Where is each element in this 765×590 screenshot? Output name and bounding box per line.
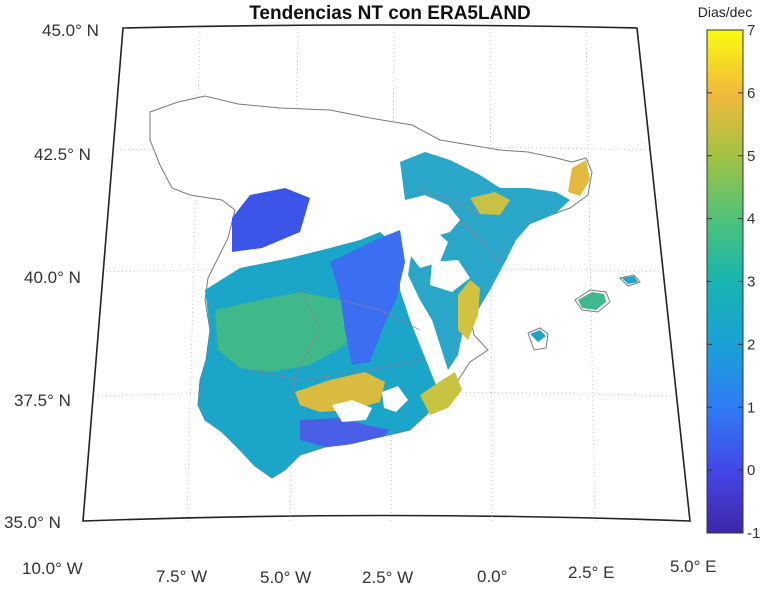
- colorbar-tick-label: 5: [747, 148, 755, 165]
- lat-label-35: 35.0° N: [4, 513, 61, 532]
- lon-label-7-5w: 7.5° W: [156, 567, 207, 586]
- gap-granada: [332, 400, 372, 422]
- lon-label-5w: 5.0° W: [260, 568, 311, 587]
- regional-borders: [249, 189, 501, 401]
- lon-label-0: 0.0°: [477, 567, 507, 586]
- map-title: Tendencias NT con ERA5LAND: [249, 3, 531, 24]
- latitude-labels: 45.0° N 42.5° N 40.0° N 37.5° N 35.0° N: [4, 21, 99, 532]
- lon-label-5e: 5.0° E: [670, 557, 717, 576]
- longitude-labels: 10.0° W 7.5° W 5.0° W 2.5° W 0.0° 2.5° E…: [22, 557, 717, 587]
- colorbar-label: Dias/dec: [698, 4, 752, 20]
- lon-label-10w: 10.0° W: [22, 559, 83, 578]
- field-valencia-coast: [458, 280, 480, 340]
- lat-label-40: 40.0° N: [24, 268, 81, 287]
- gap-iberico: [430, 260, 470, 292]
- field-southeast-warm: [420, 372, 462, 415]
- field-west-green: [215, 292, 360, 372]
- field-ibiza: [530, 330, 546, 342]
- colorbar-gradient: [706, 29, 744, 534]
- colorbar: Dias/dec 7 6 5 4 3 2 1 0 -1: [698, 4, 761, 542]
- lon-label-2-5e: 2.5° E: [568, 563, 615, 582]
- field-menorca: [622, 276, 638, 284]
- field-ebro: [400, 152, 570, 370]
- colorbar-tick-label: 4: [747, 211, 755, 228]
- lat-label-37-5: 37.5° N: [14, 391, 71, 410]
- field-south-blue: [300, 418, 390, 447]
- field-ebro-warm: [470, 192, 510, 215]
- field-central-blue: [330, 230, 405, 365]
- field-catalonia: [568, 160, 590, 196]
- lon-label-2-5w: 2.5° W: [362, 568, 413, 587]
- colorbar-tick-label: 1: [747, 399, 755, 416]
- lat-label-42-5: 42.5° N: [34, 145, 91, 164]
- field-north-blue: [232, 188, 310, 252]
- colorbar-tick-label: 2: [747, 336, 755, 353]
- gap-madrid: [408, 228, 448, 268]
- gap-betica: [382, 386, 408, 412]
- colorbar-tick-label: 3: [747, 274, 755, 291]
- field-mallorca: [578, 292, 606, 310]
- colorbar-tick-label: 7: [747, 22, 755, 39]
- colorbar-ticks: 7 6 5 4 3 2 1 0 -1: [707, 22, 760, 542]
- colorbar-tick-label: -1: [747, 525, 760, 542]
- field-andalusia-warm: [295, 372, 385, 412]
- colorbar-tick-label: 0: [747, 462, 755, 479]
- trend-field: [198, 152, 638, 478]
- colorbar-tick-label: 6: [747, 85, 755, 102]
- lat-label-45: 45.0° N: [42, 21, 99, 40]
